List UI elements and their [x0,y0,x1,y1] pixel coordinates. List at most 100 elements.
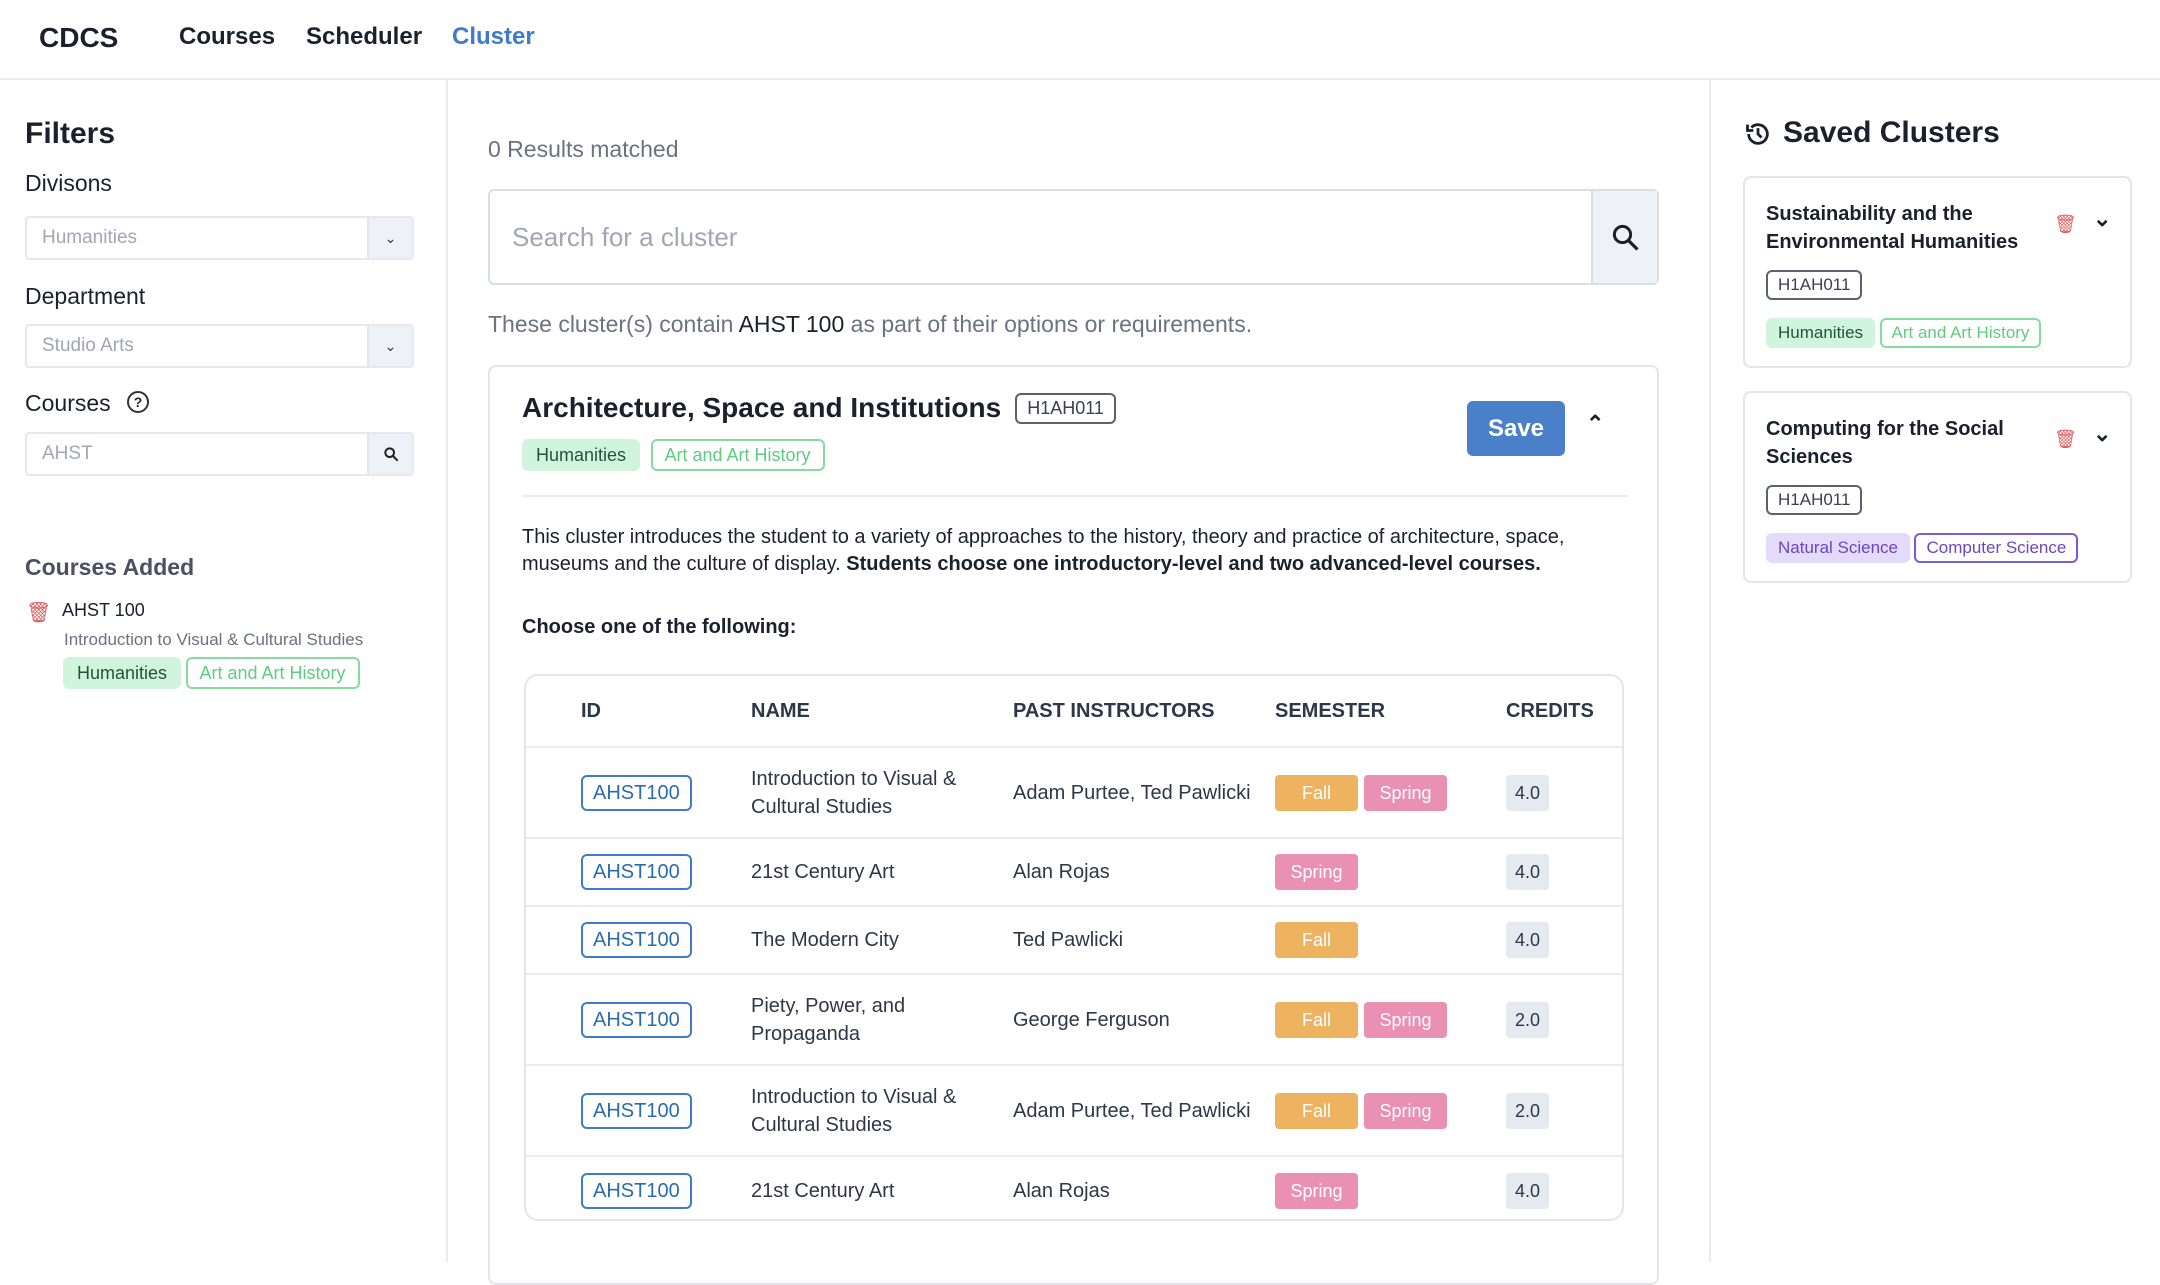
course-semesters: Spring [1275,838,1506,907]
credits-badge: 2.0 [1506,1001,1550,1038]
department-label: Department [25,283,146,309]
course-id-link[interactable]: AHST100 [581,1172,692,1209]
search-icon[interactable] [367,434,412,474]
course-semesters: Fall Spring [1275,1065,1506,1157]
credits-badge: 2.0 [1506,1092,1550,1129]
saved-cluster-code: H1AH011 [1766,485,1863,515]
saved-clusters-title: Saved Clusters [1783,116,2000,149]
semester-badge: Spring [1364,1001,1447,1038]
credits-badge: 4.0 [1506,1172,1550,1209]
course-name: 21st Century Art [751,1179,895,1202]
department-value: Studio Arts [42,335,134,356]
courses-added-title: Courses Added [25,554,195,580]
col-instructors: PAST INSTRUCTORS [1013,676,1275,748]
cluster-search-input[interactable]: Search for a cluster [512,222,738,252]
saved-cluster-card[interactable]: Sustainability and the Environmental Hum… [1743,176,2132,368]
chevron-down-icon[interactable]: ⌄ [367,218,412,258]
cluster-title: Architecture, Space and Institutions [522,392,1002,423]
saved-cluster-card[interactable]: Computing for the Social Sciences 🗑 ⌄ H1… [1743,391,2132,583]
course-name: Introduction to Visual & Cultural Studie… [751,1065,1013,1157]
added-course-name: Introduction to Visual & Cultural Studie… [64,630,364,649]
semester-badge: Spring [1275,1172,1358,1209]
description-text: This cluster introduces the student to a… [522,526,1565,575]
nav-courses[interactable]: Courses [179,23,276,50]
credits-badge: 4.0 [1506,774,1550,811]
divisions-select[interactable]: Humanities ⌄ [25,216,414,260]
search-icon[interactable] [1591,191,1657,283]
course-instructors: Adam Purtee, Ted Pawlicki [1013,1065,1275,1157]
tag-division: Humanities [1766,318,1876,348]
course-name: The Modern City [751,906,1013,975]
credits-badge: 4.0 [1506,854,1550,890]
contains-post: as part of their options or requirements… [844,311,1253,337]
tag-department: Art and Art History [650,439,825,471]
course-id-link[interactable]: AHST100 [581,1001,692,1038]
choose-label: Choose one of the following: [522,616,797,638]
course-id-link[interactable]: AHST100 [581,854,692,890]
table-row: AHST100 21st Century Art Alan Rojas Spri… [526,838,1622,907]
chevron-down-icon[interactable]: ⌄ [367,326,412,366]
results-count: 0 Results matched [488,136,679,162]
table-row: AHST100 Introduction to Visual & Cultura… [526,747,1622,839]
course-id-link[interactable]: AHST100 [581,1092,692,1129]
courses-label: Courses [25,390,111,416]
saved-cluster-title: Sustainability and the Environmental Hum… [1766,203,2019,253]
contains-course: AHST 100 [738,311,845,337]
course-instructors: Alan Rojas [1013,1179,1110,1202]
logo[interactable]: CDCS [39,22,119,53]
courses-table: ID NAME PAST INSTRUCTORS SEMESTER CREDIT… [524,674,1624,1221]
course-id-link[interactable]: AHST100 [581,774,692,811]
tag-division: Natural Science [1766,533,1911,563]
contains-note: These cluster(s) contain AHST 100 as par… [488,311,1252,338]
filters-title: Filters [25,117,116,150]
added-course-code: AHST 100 [62,600,145,620]
col-id: ID [526,676,751,748]
save-button[interactable]: Save [1467,401,1565,456]
cluster-search[interactable]: Search for a cluster [488,189,1659,285]
help-icon[interactable]: ? [127,391,149,413]
tag-division: Humanities [522,439,641,471]
credits-badge: 4.0 [1506,922,1550,958]
semester-badge: Spring [1364,1092,1447,1129]
filters-sidebar [0,80,448,1262]
table-row: AHST100 Introduction to Visual & Cultura… [526,1065,1622,1157]
semester-badge: Fall [1275,774,1358,811]
saved-clusters-panel [1709,80,2160,1262]
description-requirement: Students choose one introductory-level a… [846,553,1541,575]
department-select[interactable]: Studio Arts ⌄ [25,324,414,368]
chevron-down-icon[interactable]: ⌄ [2093,206,2112,231]
semester-badge: Fall [1275,922,1358,958]
chevron-down-icon[interactable]: ⌄ [2093,421,2112,446]
contains-pre: These cluster(s) contain [488,311,739,337]
tag-division: Humanities [63,657,182,689]
trash-icon[interactable]: 🗑 [26,602,52,624]
semester-badge: Fall [1275,1092,1358,1129]
semester-badge: Fall [1275,1001,1358,1038]
course-semesters: Spring [1275,1156,1506,1219]
course-id-link[interactable]: AHST100 [581,922,692,958]
nav-scheduler[interactable]: Scheduler [306,23,423,50]
table-row: AHST100 Piety, Power, and Propaganda Geo… [526,974,1622,1066]
col-semester: SEMESTER [1275,676,1506,748]
course-instructors: Ted Pawlicki [1013,906,1275,975]
trash-icon[interactable]: 🗑 [2054,214,2077,234]
table-header: ID NAME PAST INSTRUCTORS SEMESTER CREDIT… [526,676,1622,748]
cluster-code: H1AH011 [1015,392,1116,424]
chevron-up-icon[interactable]: ⌃ [1586,411,1605,436]
course-instructors: Alan Rojas [1013,838,1275,907]
courses-search-input[interactable]: AHST [25,432,414,476]
col-name: NAME [751,676,1013,748]
col-credits: CREDITS [1506,676,1622,748]
nav-cluster[interactable]: Cluster [452,23,535,50]
course-instructors: Adam Purtee, Ted Pawlicki [1013,747,1275,839]
course-name: 21st Century Art [751,838,1013,907]
trash-icon[interactable]: 🗑 [2054,429,2077,449]
course-name: Introduction to Visual & Cultural Studie… [751,747,1013,839]
course-name: Piety, Power, and Propaganda [751,974,1013,1066]
tag-department: Art and Art History [1879,318,2042,348]
courses-search-value: AHST [42,443,93,464]
semester-badge: Spring [1364,774,1447,811]
course-semesters: Fall Spring [1275,974,1506,1066]
course-semesters: Fall [1275,906,1506,975]
saved-cluster-code: H1AH011 [1766,270,1863,300]
